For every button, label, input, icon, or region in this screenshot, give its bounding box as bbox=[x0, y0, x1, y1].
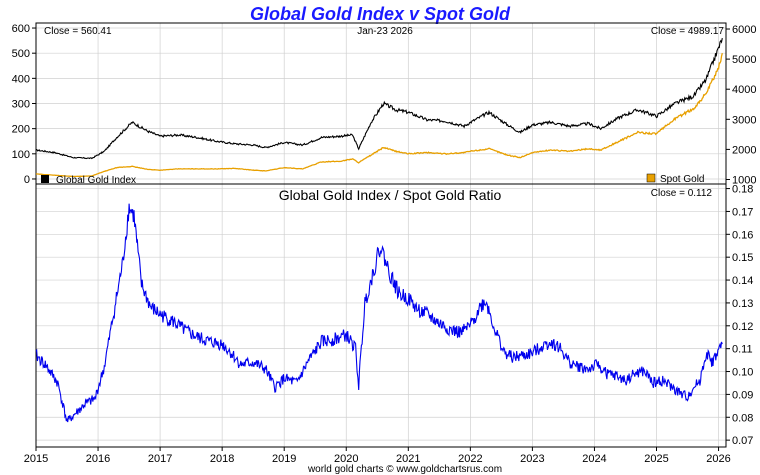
ratio-line bbox=[35, 203, 723, 423]
x-tick-label: 2024 bbox=[582, 453, 606, 465]
x-tick-label: 2025 bbox=[644, 453, 668, 465]
x-tick-label: 2016 bbox=[86, 453, 110, 465]
ratio-tick-label: 0.13 bbox=[732, 298, 753, 310]
right-tick-label: 5000 bbox=[732, 54, 756, 66]
ratio-tick-label: 0.07 bbox=[732, 435, 753, 447]
right-tick-label: 6000 bbox=[732, 24, 756, 36]
legend-spot-gold: Spot Gold bbox=[660, 174, 704, 185]
right-tick-label: 3000 bbox=[732, 114, 756, 126]
left-close-label: Close = 560.41 bbox=[44, 26, 112, 37]
left-tick-label: 0 bbox=[24, 174, 30, 186]
left-tick-label: 400 bbox=[12, 73, 30, 85]
x-tick-label: 2018 bbox=[210, 453, 234, 465]
left-tick-label: 500 bbox=[12, 48, 30, 60]
x-tick-label: 2022 bbox=[458, 453, 482, 465]
left-tick-label: 600 bbox=[12, 23, 30, 35]
ratio-tick-label: 0.08 bbox=[732, 412, 753, 424]
ratio-tick-label: 0.11 bbox=[732, 344, 753, 356]
right-tick-label: 1000 bbox=[732, 174, 756, 186]
bottom-panel: 0.07 0.08 0.09 0.10 0.11 0.12 0.13 0.14 0.15 0.16… bbox=[24, 183, 753, 465]
footer-credit: world gold charts © www.goldchartsrus.co… bbox=[307, 464, 502, 475]
right-tick-label: 4000 bbox=[732, 84, 756, 96]
legend-gold-index-swatch bbox=[41, 175, 49, 183]
ratio-axis: 0.07 0.08 0.09 0.10 0.11 0.12 0.13 0.14 0.15 0.16… bbox=[726, 184, 753, 447]
x-tick-label: 2020 bbox=[334, 453, 358, 465]
ratio-tick-label: 0.09 bbox=[732, 389, 753, 401]
left-tick-label: 300 bbox=[12, 99, 30, 111]
x-axis: 2015 2016 2017 2018 2019 2020 2021 2022 2023 2024… bbox=[24, 447, 731, 465]
spot-gold-line bbox=[35, 53, 723, 178]
ratio-tick-label: 0.16 bbox=[732, 229, 753, 241]
legend-spot-gold-swatch bbox=[646, 173, 656, 183]
x-tick-label: 2015 bbox=[24, 453, 48, 465]
left-tick-label: 100 bbox=[12, 149, 30, 161]
chart-title: Global Gold Index v Spot Gold bbox=[250, 4, 511, 24]
x-tick-label: 2023 bbox=[520, 453, 544, 465]
x-tick-label: 2021 bbox=[396, 453, 420, 465]
gold-index-line bbox=[36, 37, 723, 160]
ratio-title: Global Gold Index / Spot Gold Ratio bbox=[279, 187, 502, 203]
right-close-label: Close = 4989.17 bbox=[651, 26, 725, 37]
ratio-tick-label: 0.18 bbox=[732, 184, 753, 196]
ratio-tick-label: 0.10 bbox=[732, 367, 753, 379]
ratio-tick-label: 0.15 bbox=[732, 252, 753, 264]
ratio-close-label: Close = 0.112 bbox=[651, 188, 713, 199]
left-tick-label: 200 bbox=[12, 124, 30, 136]
top-left-axis: 0 100 200 300 400 500 600 bbox=[12, 23, 36, 186]
bottom-panel-frame bbox=[35, 183, 727, 448]
right-tick-label: 2000 bbox=[732, 144, 756, 156]
top-gridlines bbox=[35, 23, 726, 184]
x-tick-label: 2017 bbox=[148, 453, 172, 465]
legend-gold-index: Global Gold Index bbox=[56, 175, 136, 186]
x-tick-label: 2026 bbox=[706, 453, 730, 465]
date-label: Jan-23 2026 bbox=[357, 26, 413, 37]
top-right-axis: 1000 2000 3000 4000 5000 6000 bbox=[726, 24, 756, 186]
top-panel: 0 100 200 300 400 500 600 1000 2000 3000 4000 5000… bbox=[12, 22, 756, 186]
ratio-tick-label: 0.14 bbox=[732, 275, 753, 287]
x-tick-label: 2019 bbox=[272, 453, 296, 465]
ratio-tick-label: 0.12 bbox=[732, 321, 753, 333]
ratio-tick-label: 0.17 bbox=[732, 206, 753, 218]
